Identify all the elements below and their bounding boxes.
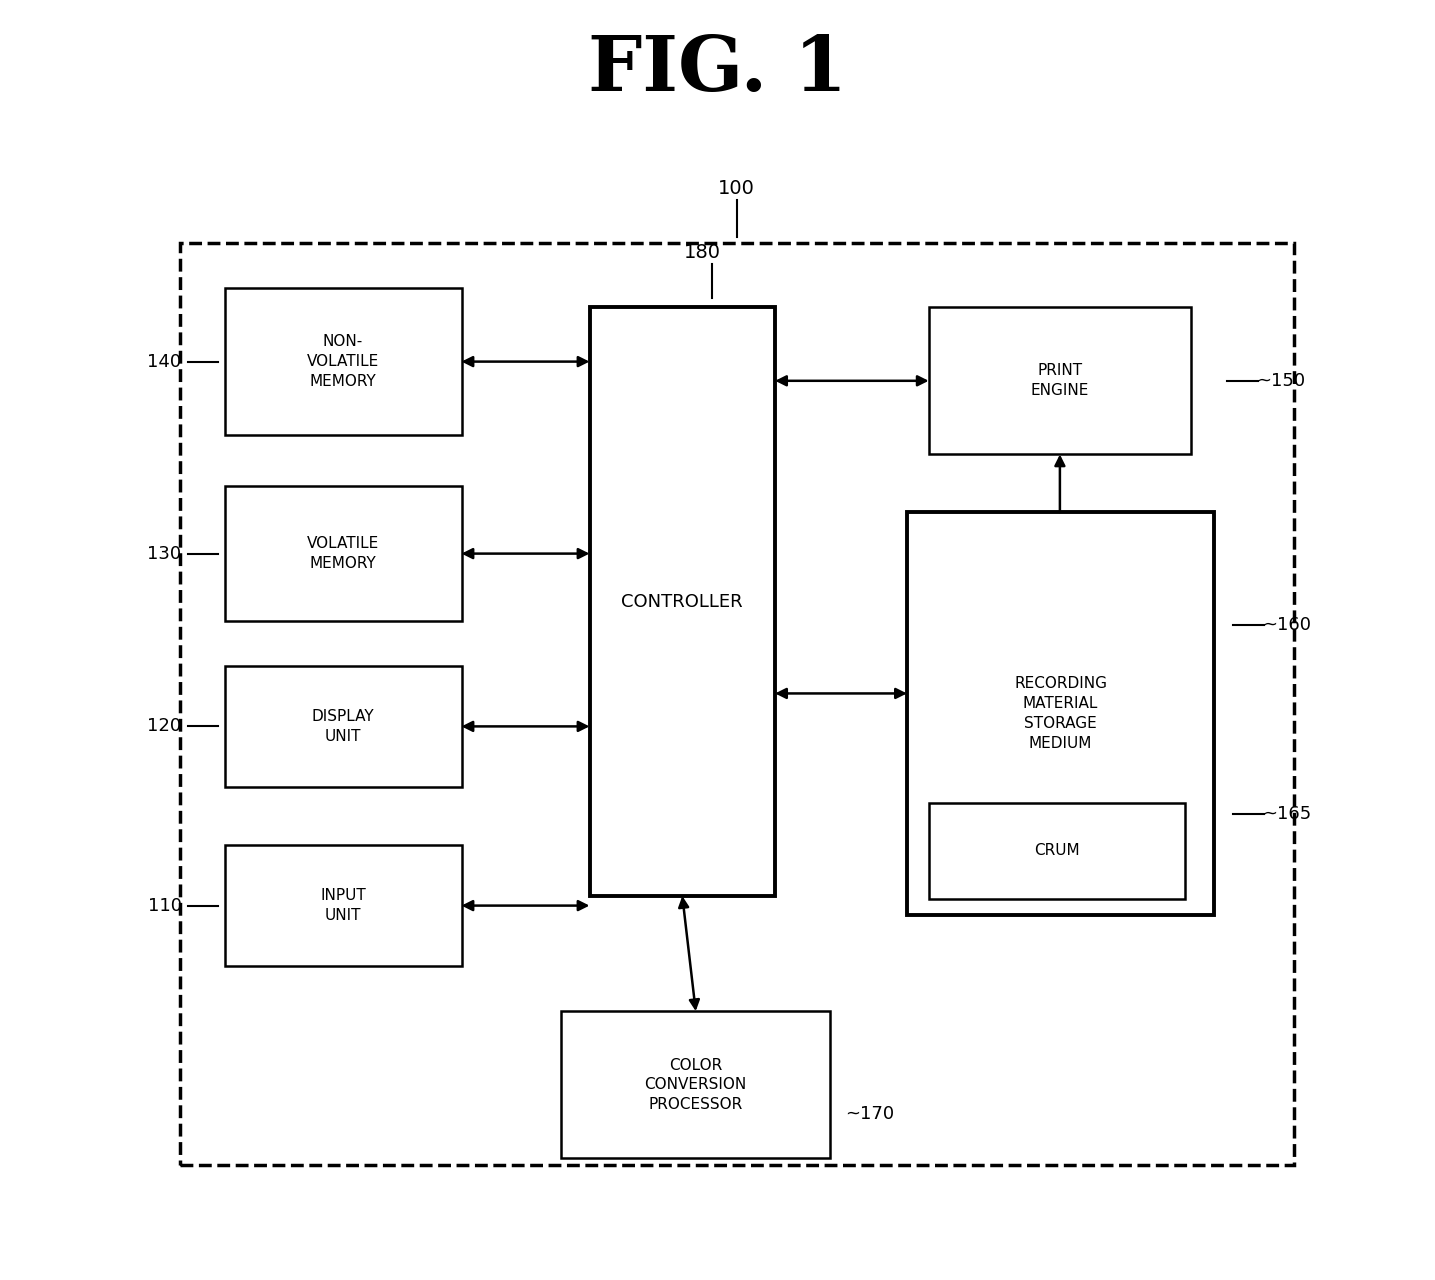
Bar (225, 666, 462, 787)
Text: FIG. 1: FIG. 1 (588, 33, 847, 108)
Text: RECORDING
MATERIAL
STORAGE
MEDIUM: RECORDING MATERIAL STORAGE MEDIUM (1015, 676, 1106, 751)
Text: VOLATILE
MEMORY: VOLATILE MEMORY (307, 536, 379, 571)
Text: ~170: ~170 (845, 1105, 894, 1124)
Text: 110: 110 (148, 896, 182, 915)
Text: 120: 120 (148, 717, 182, 736)
Bar (590, 307, 775, 896)
Bar (928, 307, 1191, 454)
Text: ~150: ~150 (1256, 371, 1306, 390)
Text: CONTROLLER: CONTROLLER (621, 593, 743, 611)
Text: PRINT
ENGINE: PRINT ENGINE (1030, 364, 1089, 398)
Text: COLOR
CONVERSION
PROCESSOR: COLOR CONVERSION PROCESSOR (644, 1057, 746, 1112)
Text: 180: 180 (683, 243, 720, 262)
Text: 130: 130 (148, 544, 182, 563)
Bar (225, 288, 462, 435)
Text: ~160: ~160 (1263, 616, 1312, 634)
Bar (907, 512, 1214, 915)
Text: INPUT
UNIT: INPUT UNIT (320, 888, 366, 923)
Text: NON-
VOLATILE
MEMORY: NON- VOLATILE MEMORY (307, 334, 379, 389)
Text: 100: 100 (719, 179, 755, 198)
Text: CRUM: CRUM (1033, 844, 1079, 858)
Text: 140: 140 (148, 352, 182, 371)
Text: DISPLAY
UNIT: DISPLAY UNIT (311, 709, 375, 744)
Bar (179, 243, 1293, 1165)
Text: ~165: ~165 (1263, 805, 1312, 823)
Bar (561, 1011, 829, 1158)
Bar (928, 803, 1185, 899)
Bar (225, 845, 462, 966)
Bar (225, 486, 462, 621)
